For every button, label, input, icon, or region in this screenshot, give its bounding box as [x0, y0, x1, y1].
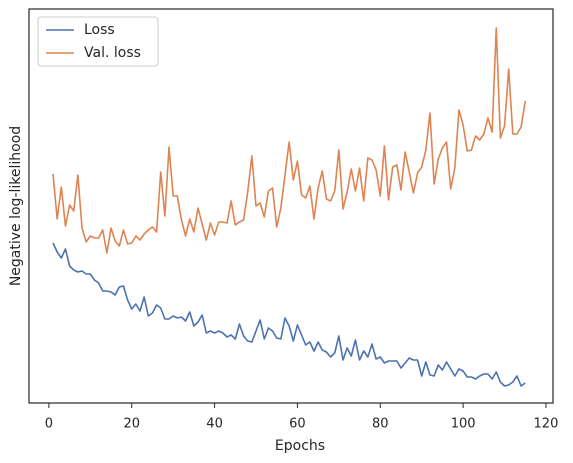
line-series	[52, 27, 527, 254]
line-series	[52, 242, 526, 387]
x-tick-label: 80	[372, 417, 389, 432]
x-tick-label: 20	[123, 417, 140, 432]
y-axis-label: Negative log-likelihood	[8, 126, 24, 286]
x-axis-label: Epochs	[275, 438, 325, 454]
x-tick-label: 60	[289, 417, 306, 432]
legend-label: Val. loss	[84, 45, 141, 61]
x-tick-label: 120	[534, 417, 559, 432]
plot-frame	[28, 8, 554, 404]
x-tick-label: 100	[451, 417, 476, 432]
legend-label: Loss	[84, 22, 115, 38]
x-tick-label: 0	[45, 417, 53, 432]
x-tick-label: 40	[206, 417, 223, 432]
